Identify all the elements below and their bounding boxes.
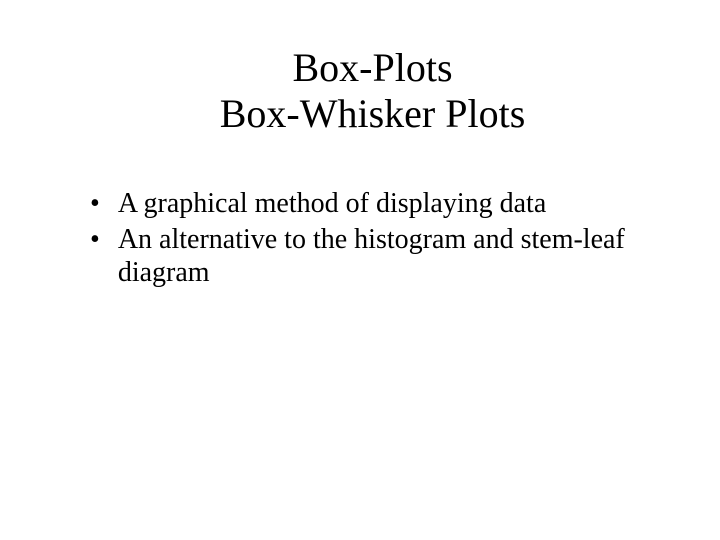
list-item: • An alternative to the histogram and st… [90,223,630,290]
title-line-1: Box-Plots [115,45,630,91]
bullet-text: An alternative to the histogram and stem… [118,223,630,290]
bullet-icon: • [90,187,100,221]
title-block: Box-Plots Box-Whisker Plots [115,45,630,137]
bullet-icon: • [90,223,100,257]
bullet-text: A graphical method of displaying data [118,187,630,221]
title-line-2: Box-Whisker Plots [115,91,630,137]
slide-container: Box-Plots Box-Whisker Plots • A graphica… [0,0,720,540]
list-item: • A graphical method of displaying data [90,187,630,221]
bullet-list: • A graphical method of displaying data … [90,187,630,290]
